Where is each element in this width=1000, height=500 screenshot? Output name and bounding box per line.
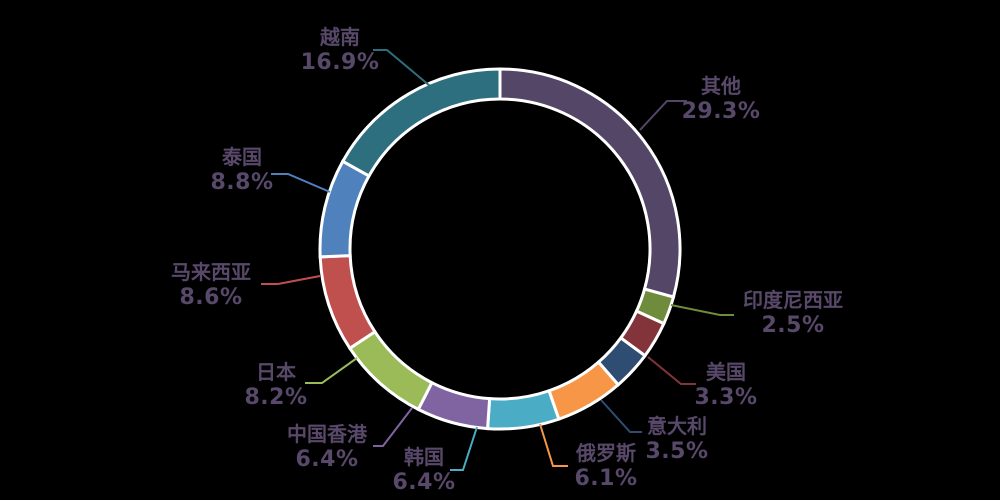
- donut-ring: [318, 67, 682, 431]
- slice-label-4: 俄罗斯 6.1%: [574, 441, 637, 491]
- slice-label-7: 日本 8.2%: [244, 360, 307, 410]
- leader-line-10: [373, 49, 431, 87]
- leader-line-6: [373, 407, 413, 447]
- donut-slice-10: [340, 67, 502, 178]
- slice-label-3: 意大利 3.5%: [645, 414, 708, 464]
- donut-slice-0: [498, 67, 682, 299]
- donut-slice-8: [318, 254, 377, 351]
- leader-line-1: [670, 304, 734, 316]
- leader-line-3: [600, 399, 642, 433]
- slice-label-value: 2.5%: [761, 313, 825, 338]
- leader-line-7: [305, 357, 358, 384]
- donut-slice-9: [318, 159, 372, 259]
- slice-label-8: 马来西亚 8.6%: [171, 260, 251, 310]
- slice-label-value: 3.5%: [645, 439, 709, 464]
- slice-label-6: 中国香港 6.4%: [287, 422, 367, 472]
- slice-label-1: 印度尼西亚 2.5%: [743, 288, 843, 338]
- slice-label-9: 泰国 8.8%: [210, 145, 273, 195]
- slice-label-name: 日本: [255, 360, 296, 384]
- leader-lines: [261, 49, 734, 471]
- slice-label-value: 8.6%: [179, 285, 243, 310]
- donut-slice-7: [347, 329, 434, 412]
- slice-label-5: 韩国 6.4%: [392, 445, 455, 495]
- slice-label-name: 泰国: [221, 145, 262, 169]
- slice-label-value: 29.3%: [681, 99, 761, 124]
- leader-line-0: [639, 100, 687, 131]
- slice-label-value: 16.9%: [300, 50, 380, 75]
- slice-label-name: 韩国: [403, 445, 444, 469]
- slice-label-name: 美国: [705, 360, 746, 384]
- slice-label-name: 越南: [319, 25, 360, 49]
- leader-line-5: [450, 426, 478, 471]
- slice-label-name: 马来西亚: [171, 260, 251, 284]
- slice-label-2: 美国 3.3%: [694, 360, 757, 410]
- slice-label-name: 意大利: [646, 414, 707, 438]
- slice-label-value: 8.8%: [210, 170, 274, 195]
- slice-label-0: 其他 29.3%: [682, 74, 761, 124]
- leader-line-2: [647, 356, 696, 385]
- slice-label-value: 3.3%: [694, 385, 758, 410]
- slice-label-value: 6.4%: [295, 447, 359, 472]
- donut-slice-4: [547, 360, 621, 422]
- slice-label-10: 越南 16.9%: [301, 25, 380, 75]
- slice-label-name: 俄罗斯: [575, 441, 636, 465]
- leader-line-4: [539, 423, 568, 467]
- leader-line-9: [271, 173, 331, 193]
- slice-label-name: 中国香港: [287, 422, 367, 446]
- slice-label-name: 印度尼西亚: [743, 288, 843, 312]
- slice-label-value: 8.2%: [244, 385, 308, 410]
- slice-label-name: 其他: [700, 74, 741, 98]
- leader-line-8: [261, 275, 321, 285]
- slice-label-value: 6.1%: [574, 466, 638, 491]
- donut-slice-5: [485, 388, 561, 431]
- slice-label-value: 6.4%: [392, 470, 456, 495]
